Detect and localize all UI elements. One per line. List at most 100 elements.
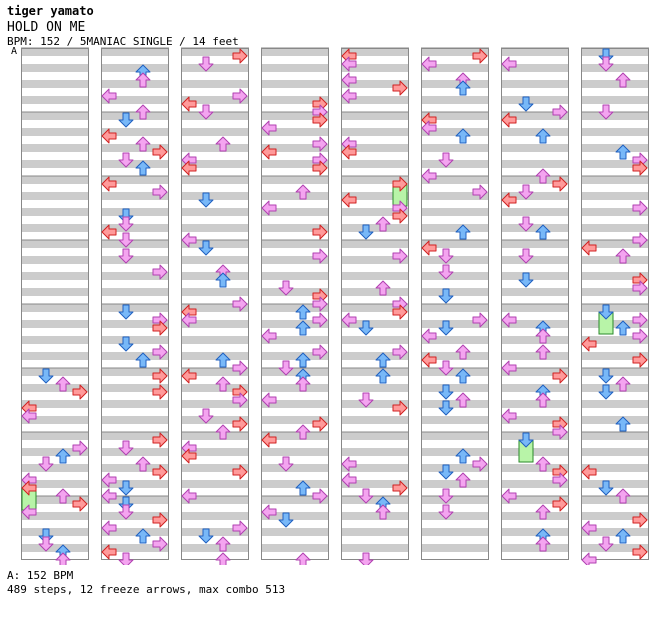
arrow-right-icon — [232, 296, 248, 312]
stripe — [181, 64, 249, 72]
stripe — [421, 64, 489, 72]
arrow-down-icon — [518, 272, 534, 288]
stripe — [341, 80, 409, 88]
arrow-right-icon — [392, 176, 408, 192]
arrow-right-icon — [632, 160, 648, 176]
arrow-right-icon — [632, 512, 648, 528]
arrow-up-icon — [135, 528, 151, 544]
bpm-marker: A — [11, 46, 18, 57]
stripe — [581, 368, 649, 376]
stripe — [501, 432, 569, 440]
stripe — [181, 144, 249, 152]
stripe — [501, 384, 569, 392]
arrow-down-icon — [198, 104, 214, 120]
chart-column — [181, 47, 249, 565]
stripe — [101, 176, 169, 184]
arrow-right-icon — [152, 264, 168, 280]
stripe — [101, 448, 169, 456]
chart-column — [581, 47, 649, 565]
arrow-left-icon — [21, 504, 37, 520]
arrow-left-icon — [21, 408, 37, 424]
stripe — [501, 240, 569, 248]
stripe — [501, 80, 569, 88]
stripe — [341, 336, 409, 344]
stripe — [421, 160, 489, 168]
arrow-up-icon — [135, 160, 151, 176]
stripe — [581, 240, 649, 248]
arrow-down-icon — [598, 56, 614, 72]
stripe — [261, 432, 329, 440]
arrow-down-icon — [278, 360, 294, 376]
stripe — [341, 176, 409, 184]
arrow-right-icon — [152, 536, 168, 552]
stripe — [501, 288, 569, 296]
arrow-left-icon — [501, 360, 517, 376]
stripe — [101, 112, 169, 120]
arrow-down-icon — [598, 384, 614, 400]
stripe — [421, 496, 489, 504]
stripe — [581, 400, 649, 408]
stripe — [21, 544, 89, 552]
arrow-right-icon — [152, 344, 168, 360]
arrow-down-icon — [198, 408, 214, 424]
stripe — [101, 352, 169, 360]
arrow-left-icon — [101, 544, 117, 560]
stripe — [501, 352, 569, 360]
stripe — [341, 304, 409, 312]
stripe — [181, 400, 249, 408]
arrow-right-icon — [312, 112, 328, 128]
arrow-down-icon — [358, 392, 374, 408]
arrow-up-icon — [455, 80, 471, 96]
arrow-right-icon — [312, 224, 328, 240]
stripe — [181, 448, 249, 456]
stripe — [21, 240, 89, 248]
arrow-left-icon — [101, 176, 117, 192]
arrow-down-icon — [198, 240, 214, 256]
arrow-up-icon — [215, 352, 231, 368]
arrow-up-icon — [295, 376, 311, 392]
stripe — [261, 176, 329, 184]
stripe — [181, 480, 249, 488]
stripe — [501, 176, 569, 184]
stripe — [261, 112, 329, 120]
stripe — [181, 224, 249, 232]
stripe — [501, 416, 569, 424]
arrow-right-icon — [232, 360, 248, 376]
stripe — [581, 448, 649, 456]
stripe — [261, 224, 329, 232]
arrow-down-icon — [118, 216, 134, 232]
stripe — [581, 256, 649, 264]
stripe — [341, 48, 409, 56]
arrow-left-icon — [261, 144, 277, 160]
arrow-up-icon — [55, 448, 71, 464]
stripe — [181, 272, 249, 280]
stripe — [261, 496, 329, 504]
chart-column — [21, 47, 89, 565]
stripe — [181, 432, 249, 440]
stripe — [101, 192, 169, 200]
stripe — [21, 96, 89, 104]
stripe — [261, 256, 329, 264]
arrow-right-icon — [552, 368, 568, 384]
stripe — [21, 224, 89, 232]
stripe — [181, 192, 249, 200]
arrow-down-icon — [118, 552, 134, 565]
stripe — [181, 256, 249, 264]
stripe — [421, 400, 489, 408]
arrow-left-icon — [421, 352, 437, 368]
arrow-up-icon — [375, 504, 391, 520]
stripe — [501, 208, 569, 216]
stripe — [261, 352, 329, 360]
stripe — [101, 384, 169, 392]
stripe — [501, 512, 569, 520]
arrow-left-icon — [181, 312, 197, 328]
stripe — [581, 304, 649, 312]
stripe — [421, 176, 489, 184]
stripe — [421, 336, 489, 344]
stripe — [181, 320, 249, 328]
stripe — [21, 352, 89, 360]
stripe — [421, 480, 489, 488]
arrow-right-icon — [312, 312, 328, 328]
stripe — [261, 416, 329, 424]
arrow-up-icon — [215, 272, 231, 288]
